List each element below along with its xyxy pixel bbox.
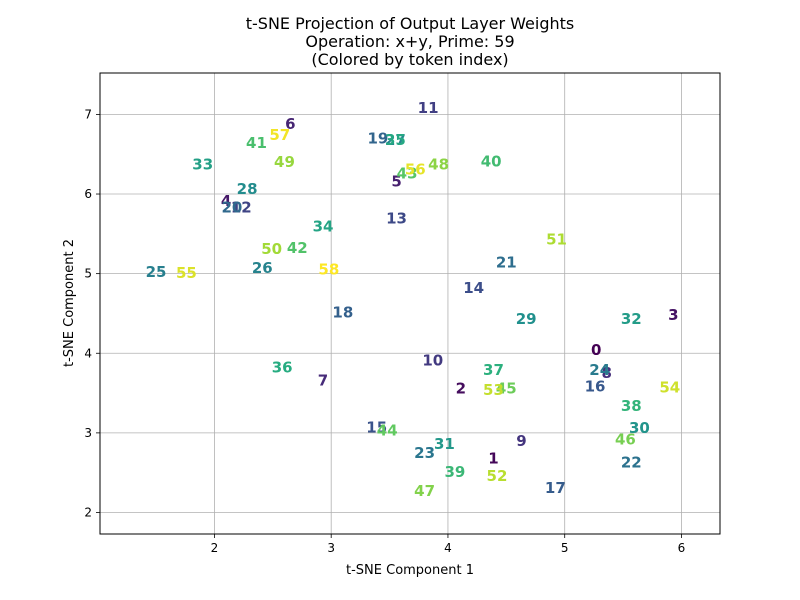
point-label-7: 7 (318, 371, 328, 389)
point-label-55: 55 (176, 264, 197, 282)
point-label-5: 5 (391, 172, 401, 190)
point-label-36: 36 (272, 359, 293, 377)
point-label-22: 22 (621, 453, 642, 471)
point-label-33: 33 (192, 156, 213, 174)
point-label-45: 45 (496, 379, 517, 397)
point-label-0: 0 (591, 341, 601, 359)
point-label-53: 53 (483, 381, 504, 399)
point-label-58: 58 (318, 261, 339, 279)
point-label-48: 48 (428, 156, 449, 174)
point-label-57: 57 (269, 126, 290, 144)
point-label-16: 16 (585, 378, 606, 396)
point-label-12: 12 (231, 199, 252, 217)
point-label-42: 42 (287, 239, 308, 257)
point-label-35: 35 (385, 131, 406, 149)
point-label-46: 46 (615, 430, 636, 448)
point-label-19: 19 (367, 129, 388, 147)
point-label-17: 17 (545, 479, 566, 497)
point-label-10: 10 (422, 351, 443, 369)
point-label-52: 52 (487, 467, 508, 485)
point-label-56: 56 (405, 160, 426, 178)
x-tick-label: 5 (561, 541, 569, 555)
point-label-26: 26 (252, 259, 273, 277)
y-tick-label: 4 (84, 346, 92, 360)
y-tick-label: 6 (84, 187, 92, 201)
point-label-28: 28 (237, 180, 258, 198)
point-label-14: 14 (463, 279, 484, 297)
point-label-8: 8 (602, 364, 612, 382)
y-tick-label: 5 (84, 267, 92, 281)
point-label-13: 13 (386, 210, 407, 228)
point-label-24: 24 (589, 361, 610, 379)
point-label-54: 54 (659, 378, 680, 396)
point-label-1: 1 (488, 449, 498, 467)
point-label-11: 11 (418, 99, 439, 117)
grid-lines (100, 73, 720, 534)
chart-title-line-1: t-SNE Projection of Output Layer Weights (246, 14, 575, 33)
point-label-21: 21 (496, 253, 517, 271)
point-label-50: 50 (261, 240, 282, 258)
point-label-43: 43 (397, 164, 418, 182)
plot-area-frame (99, 72, 721, 535)
y-tick-label: 7 (84, 107, 92, 121)
x-axis-ticks: 2 3 4 5 6 (211, 534, 686, 555)
chart-title-line-3: (Colored by token index) (311, 50, 508, 69)
point-label-44: 44 (377, 421, 398, 439)
point-label-31: 31 (434, 435, 455, 453)
point-label-4: 4 (221, 192, 231, 210)
y-axis-ticks: 2 3 4 5 6 7 (84, 107, 100, 520)
point-label-41: 41 (246, 134, 267, 152)
x-axis-label: t-SNE Component 1 (346, 563, 474, 578)
chart-title-line-2: Operation: x+y, Prime: 59 (305, 32, 514, 51)
x-tick-label: 3 (327, 541, 335, 555)
point-label-15: 15 (366, 418, 387, 436)
point-label-39: 39 (445, 463, 466, 481)
point-label-2: 2 (456, 379, 466, 397)
x-tick-label: 2 (211, 541, 219, 555)
point-label-18: 18 (332, 304, 353, 322)
point-label-32: 32 (621, 310, 642, 328)
point-label-3: 3 (668, 306, 678, 324)
point-label-20: 20 (222, 199, 243, 217)
y-tick-label: 3 (84, 426, 92, 440)
point-label-47: 47 (414, 482, 435, 500)
point-label-9: 9 (516, 432, 526, 450)
point-label-30: 30 (629, 419, 650, 437)
point-label-23: 23 (414, 444, 435, 462)
point-label-51: 51 (546, 230, 567, 248)
point-label-25: 25 (146, 263, 167, 281)
point-label-6: 6 (285, 115, 295, 133)
point-label-38: 38 (621, 397, 642, 415)
point-label-29: 29 (516, 310, 537, 328)
y-tick-label: 2 (84, 506, 92, 520)
y-axis-label: t-SNE Component 2 (62, 239, 77, 367)
point-label-49: 49 (274, 153, 295, 171)
point-label-34: 34 (313, 218, 334, 236)
point-label-37: 37 (483, 361, 504, 379)
point-label-40: 40 (481, 152, 502, 170)
point-label-27: 27 (385, 131, 406, 149)
x-tick-label: 4 (444, 541, 452, 555)
x-tick-label: 6 (678, 541, 686, 555)
chart-title: t-SNE Projection of Output Layer Weights… (246, 14, 575, 69)
